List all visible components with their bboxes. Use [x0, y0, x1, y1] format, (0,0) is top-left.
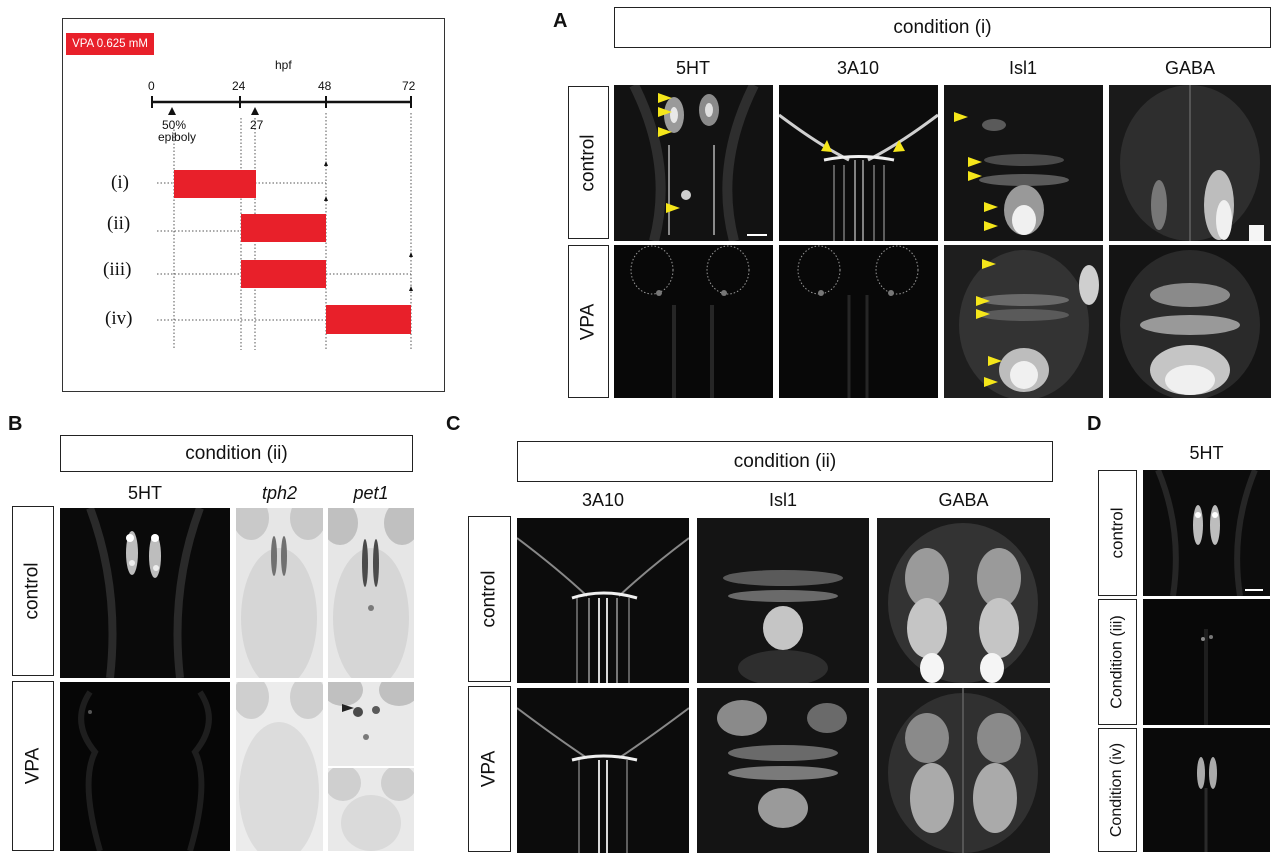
panel-b-row-vpa: VPA [12, 681, 54, 851]
panel-a-condition-header: condition (i) [614, 7, 1271, 48]
timeline-axis [151, 96, 413, 350]
panel-c-row-control: control [468, 516, 511, 682]
condition-i-label: (i) [111, 172, 129, 193]
panel-b-control-tph2-image [236, 508, 323, 678]
panel-a-letter: A [553, 10, 568, 32]
arrowhead-icon [658, 93, 672, 103]
panel-b-vpa-5ht-image [60, 682, 230, 851]
panel-d-letter: D [1087, 413, 1102, 435]
panel-d-condition-iii-5ht-image [1143, 599, 1270, 725]
panel-c-row-vpa: VPA [468, 686, 511, 852]
panel-b-condition-header: condition (ii) [60, 435, 413, 472]
panel-d-condition-iv-5ht-image [1143, 728, 1270, 852]
panel-a-col-3a10: 3A10 [836, 58, 880, 78]
panel-a-vpa-gaba-image [1109, 245, 1271, 398]
panel-b-row-control: control [12, 506, 54, 676]
panel-c-vpa-gaba-image [877, 688, 1050, 853]
panel-c-control-3a10-image [517, 518, 689, 683]
marker-epiboly-label: epiboly [158, 130, 197, 144]
tick-72: 72 [402, 79, 416, 93]
panel-b-letter: B [8, 413, 23, 435]
marker-27-label: 27 [250, 118, 264, 132]
panel-a-row-vpa: VPA [568, 245, 609, 398]
tick-48: 48 [318, 79, 332, 93]
panel-d-row-control: control [1098, 470, 1137, 596]
panel-a-vpa-isl1-image [944, 245, 1103, 398]
panel-c-col-isl1: Isl1 [768, 490, 797, 510]
condition-ii-label: (ii) [107, 213, 131, 234]
panel-b-vpa-pet1-image-top [328, 682, 414, 766]
panel-d-control-5ht-image [1143, 470, 1270, 596]
panel-c-col-3a10: 3A10 [581, 490, 625, 510]
panel-a-row-control: control [568, 86, 609, 239]
condition-iii-label: (iii) [103, 259, 132, 280]
panel-b-control-pet1-image [328, 508, 414, 678]
panel-c-col-gaba: GABA [938, 490, 989, 510]
panel-c-vpa-3a10-image [517, 688, 689, 853]
panel-c-condition-header: condition (ii) [517, 441, 1053, 482]
panel-c-vpa-isl1-image [697, 688, 869, 853]
panel-d-col-5ht: 5HT [1189, 443, 1224, 463]
panel-a-col-5ht: 5HT [675, 58, 710, 78]
exposure-bar-iii [241, 260, 326, 288]
exposure-bar-i [174, 170, 256, 198]
panel-a-control-5ht-image [614, 85, 773, 241]
exposure-bar-ii [241, 214, 326, 242]
panel-a-vpa-3a10-image [779, 245, 938, 398]
tick-0: 0 [148, 79, 155, 93]
axis-title: hpf [275, 58, 292, 72]
panel-c-letter: C [446, 413, 461, 435]
panel-a-vpa-5ht-image [614, 245, 773, 398]
panel-a-control-3a10-image [779, 85, 938, 241]
panel-a-control-gaba-image [1109, 85, 1271, 241]
panel-b-control-5ht-image [60, 508, 230, 678]
panel-b-vpa-pet1-image-bottom [328, 768, 414, 851]
marker-50-label: 50% [162, 118, 187, 132]
vpa-treatment-tag: VPA 0.625 mM [66, 33, 154, 55]
panel-a-control-isl1-image [944, 85, 1103, 241]
tick-24: 24 [232, 79, 246, 93]
condition-iv-label: (iv) [105, 308, 133, 329]
panel-a-col-gaba: GABA [1164, 58, 1216, 78]
panel-b-col-5ht: 5HT [127, 483, 162, 503]
panel-c-control-gaba-image [877, 518, 1050, 683]
panel-b-vpa-tph2-image [236, 682, 323, 851]
panel-d-row-condition-iv: Condition (iv) [1098, 728, 1137, 852]
panel-b-col-pet1: pet1 [353, 483, 389, 503]
panel-c-control-isl1-image [697, 518, 869, 683]
panel-d-row-condition-iii: Condition (iii) [1098, 599, 1137, 725]
exposure-bar-iv [326, 305, 411, 334]
panel-b-col-tph2: tph2 [261, 483, 298, 503]
panel-a-col-isl1: Isl1 [1008, 58, 1037, 78]
